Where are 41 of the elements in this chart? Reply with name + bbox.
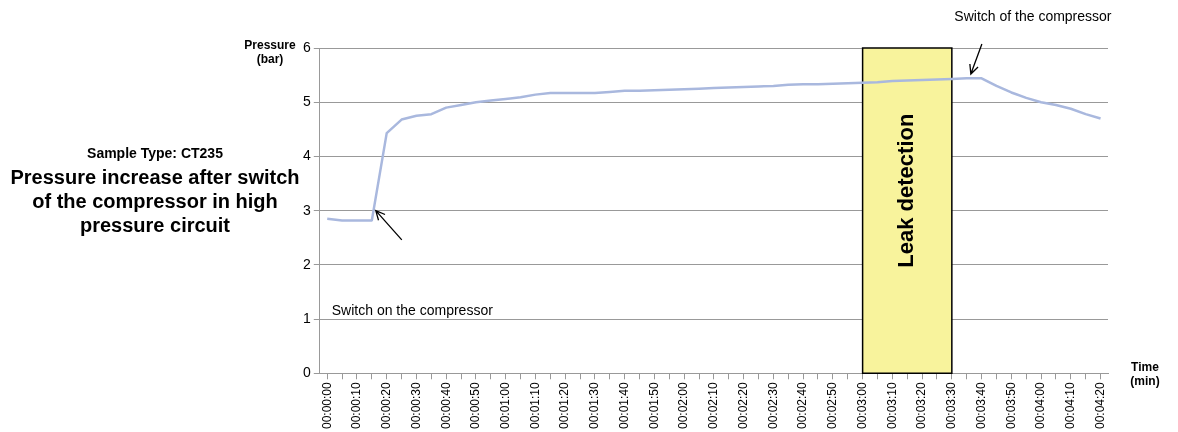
x-tick-label: 00:01:40 <box>616 381 631 430</box>
x-tick-label: 00:00:30 <box>408 381 423 430</box>
text: Pressure increase after switch of the compressor in high pressure circuit <box>10 165 300 237</box>
y-tick-label: 3 <box>302 201 311 218</box>
text: Switch of the compressor <box>950 8 1116 24</box>
x-tick-label: 00:00:40 <box>438 381 453 430</box>
x-tick-label: 00:01:00 <box>498 381 512 430</box>
y-tick-label: 2 <box>302 255 311 272</box>
x-tick-label: 00:02:50 <box>825 381 840 430</box>
x-tick-label: 00:03:10 <box>884 381 899 430</box>
x-tick-label: 00:00:20 <box>379 381 394 430</box>
x-tick-label: 00:04:00 <box>1033 381 1048 430</box>
x-tick-label: 00:01:20 <box>557 381 572 430</box>
x-tick-label: 00:00:00 <box>319 381 334 430</box>
x-tick-label: 00:00:10 <box>349 381 364 430</box>
x-tick-label: 00:02:30 <box>765 381 780 430</box>
x-tick-label: 00:03:50 <box>1003 381 1018 430</box>
y-axis-title: Pressure (bar) <box>243 38 297 66</box>
x-tick-label: 00:03:00 <box>854 381 869 430</box>
x-tick-label: 00:01:50 <box>646 381 661 430</box>
y-tick-label: 6 <box>302 38 311 55</box>
x-tick-label: 00:01:10 <box>527 381 542 430</box>
y-tick-label: 5 <box>302 93 311 110</box>
x-tick-label: 00:01:30 <box>587 381 602 430</box>
x-tick-label: 00:04:20 <box>1092 381 1107 430</box>
x-tick-label: 00:03:40 <box>973 381 988 430</box>
y-tick-label: 0 <box>302 364 311 381</box>
x-tick-label: 00:02:20 <box>735 381 750 430</box>
x-tick-label: 00:02:00 <box>676 381 691 430</box>
y-tick-label: 1 <box>302 309 311 326</box>
x-tick-label: 00:02:10 <box>706 381 721 430</box>
x-tick-label: 00:02:40 <box>795 381 810 430</box>
annotation: Switch on the compressor <box>327 301 497 318</box>
x-axis-title: Time (min) <box>1129 360 1161 388</box>
x-tick-label: 00:00:50 <box>468 381 483 430</box>
band-label: Leak detection <box>893 113 919 268</box>
x-tick-label: 00:03:30 <box>944 381 959 430</box>
y-tick-label: 4 <box>302 147 311 164</box>
x-tick-label: 00:04:10 <box>1063 381 1078 430</box>
x-tick-label: 00:03:20 <box>914 381 929 430</box>
text: Sample Type: CT235 <box>86 145 224 161</box>
